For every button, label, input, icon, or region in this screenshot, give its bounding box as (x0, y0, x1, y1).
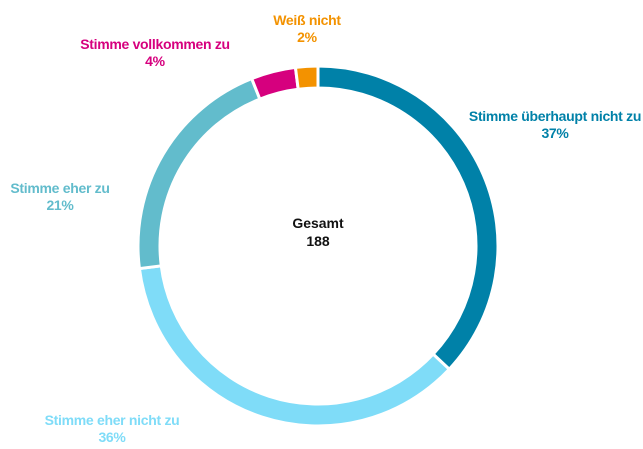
center-label: Gesamt (292, 215, 344, 231)
segment-label: Weiß nicht 2% (257, 12, 357, 46)
donut-segment (137, 264, 452, 428)
value-label: 36% (98, 429, 126, 445)
value-label: 4% (145, 53, 165, 69)
category-label: Stimme überhaupt nicht zu (468, 108, 642, 124)
segment-label: Stimme überhaupt nicht zu 37% (468, 108, 643, 142)
segment-label: Stimme vollkommen zu 4% (70, 36, 240, 70)
donut-segment (249, 65, 300, 102)
value-label: 37% (541, 125, 569, 141)
center-value: 188 (306, 233, 330, 249)
donut-segment (293, 64, 320, 91)
value-label: 2% (297, 29, 317, 45)
category-label: Weiß nicht (273, 12, 341, 28)
category-label: Stimme vollkommen zu (80, 36, 230, 52)
category-label: Stimme eher zu (10, 180, 110, 196)
segment-label: Stimme eher nicht zu 36% (22, 412, 202, 446)
donut-segment (136, 76, 262, 271)
category-label: Stimme eher nicht zu (44, 412, 180, 428)
value-label: 21% (46, 197, 74, 213)
segment-label: Stimme eher zu 21% (0, 180, 135, 214)
center-text: Gesamt 188 (258, 214, 378, 250)
